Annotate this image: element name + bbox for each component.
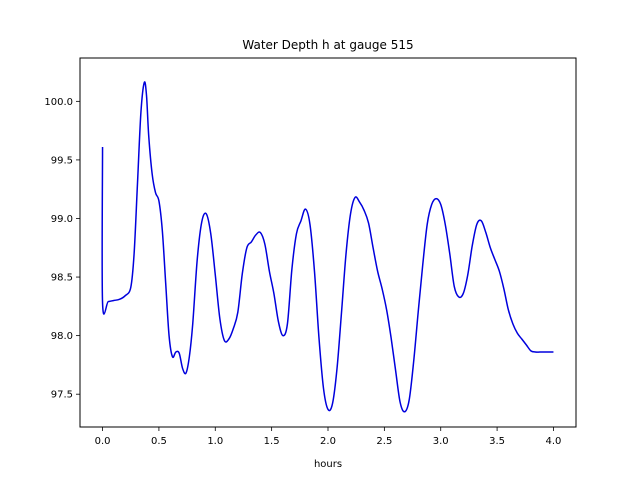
y-tick-label: 97.5 xyxy=(51,390,73,401)
series-line-0 xyxy=(101,81,554,413)
y-tick-label: 100.0 xyxy=(44,97,73,108)
chart-title: Water Depth h at gauge 515 xyxy=(242,38,413,52)
x-tick-label: 1.0 xyxy=(207,436,223,447)
x-tick-label: 3.5 xyxy=(489,436,505,447)
x-tick-label: 0.5 xyxy=(151,436,167,447)
x-tick-label: 4.0 xyxy=(546,436,562,447)
x-axis-label: hours xyxy=(314,459,342,470)
plot-background xyxy=(80,58,576,427)
y-tick-label: 98.5 xyxy=(51,273,73,284)
x-tick-label: 3.0 xyxy=(433,436,449,447)
y-tick-label: 99.0 xyxy=(51,214,73,225)
y-axis-ticks: 97.5 98.0 98.5 99.0 99.5 100.0 xyxy=(44,97,80,401)
x-axis-ticks: 0.0 0.5 1.0 1.5 2.0 2.5 3.0 3.5 4.0 xyxy=(95,427,562,447)
x-tick-label: 1.5 xyxy=(264,436,280,447)
x-tick-label: 2.5 xyxy=(376,436,392,447)
series-layer xyxy=(101,81,554,413)
y-tick-label: 99.5 xyxy=(51,155,73,166)
x-tick-label: 0.0 xyxy=(95,436,111,447)
x-tick-label: 2.0 xyxy=(320,436,336,447)
y-tick-label: 98.0 xyxy=(51,331,73,342)
